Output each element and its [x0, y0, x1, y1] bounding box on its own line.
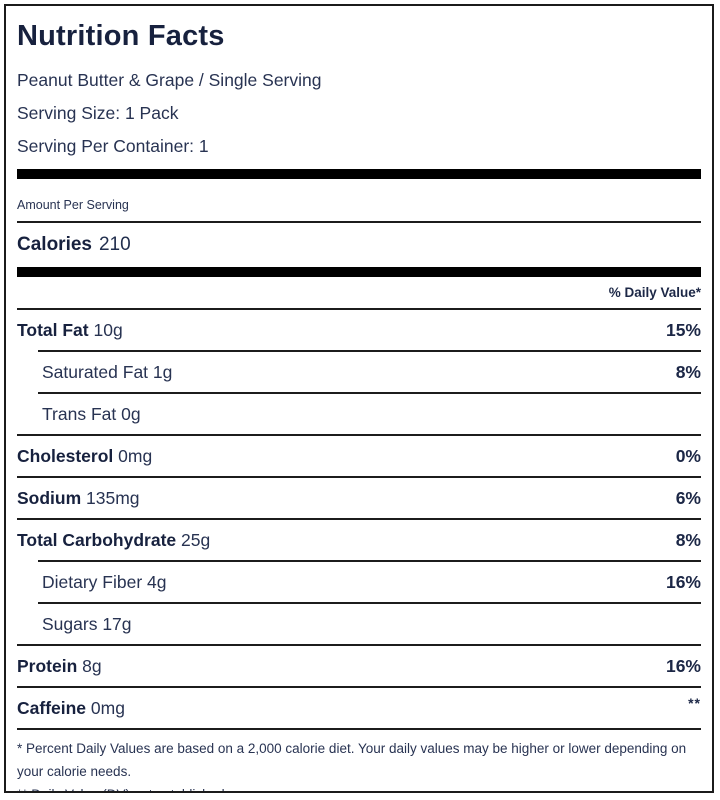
- nutrient-amount: 8g: [77, 655, 102, 676]
- nutrient-amount: 10g: [88, 319, 123, 340]
- serving-size: Serving Size: 1 Pack: [17, 103, 179, 123]
- nutrition-label: Nutrition Facts Peanut Butter & Grape / …: [4, 4, 714, 793]
- nutrient-name: Saturated Fat: [42, 361, 149, 382]
- nutrient-row: Sugars 17g: [38, 602, 701, 644]
- footnote-line: * Percent Daily Values are based on a 2,…: [17, 741, 687, 779]
- calories-divider-bar: [17, 267, 701, 277]
- nutrient-name: Sodium: [17, 487, 82, 508]
- footnote-line: ** Daily Value (DV) not established: [17, 783, 701, 791]
- nutrient-name: Total Fat: [17, 319, 89, 340]
- product-subtitle: Peanut Butter & Grape / Single Serving: [17, 70, 322, 90]
- footnote-section: * Percent Daily Values are based on a 2,…: [17, 728, 701, 791]
- header-divider-bar: [17, 169, 701, 179]
- nutrient-amount: 17g: [97, 613, 132, 634]
- nutrient-amount: 0mg: [113, 445, 153, 466]
- nutrient-rows: Total Fat 10g 15% Saturated Fat 1g 8% Tr…: [17, 308, 701, 728]
- calories-row: Calories 210: [17, 223, 701, 267]
- nutrient-row: Total Fat 10g 15%: [17, 308, 701, 350]
- nutrient-amount: 1g: [148, 361, 173, 382]
- nutrient-dv: 0%: [675, 445, 701, 466]
- nutrient-amount: 0mg: [86, 697, 125, 718]
- nutrient-name: Cholesterol: [17, 445, 114, 466]
- nutrient-row: Sodium 135mg 6%: [17, 476, 701, 518]
- amount-per-serving-label: Amount Per Serving: [17, 198, 129, 212]
- nutrient-dv: 6%: [675, 487, 701, 508]
- calories-value: 210: [98, 234, 131, 255]
- nutrient-row: Saturated Fat 1g 8%: [38, 350, 701, 392]
- nutrient-dv: 8%: [675, 529, 701, 550]
- nutrient-dv: 8%: [675, 361, 701, 382]
- nutrient-name: Sugars: [42, 613, 98, 634]
- calories-label: Calories: [17, 234, 92, 255]
- nutrient-name: Trans Fat: [42, 403, 117, 424]
- nutrient-name: Protein: [17, 655, 78, 676]
- nutrient-amount: 135mg: [81, 487, 140, 508]
- nutrient-dv: 16%: [665, 571, 701, 592]
- label-title: Nutrition Facts: [17, 20, 225, 52]
- daily-value-header: % Daily Value*: [608, 285, 701, 300]
- nutrient-name: Dietary Fiber: [42, 571, 143, 592]
- nutrient-row: Trans Fat 0g: [38, 392, 701, 434]
- nutrient-dv: 16%: [665, 655, 701, 676]
- nutrient-row: Caffeine 0mg **: [17, 686, 701, 728]
- nutrient-amount: 25g: [176, 529, 211, 550]
- nutrient-amount: 0g: [116, 403, 141, 424]
- nutrient-name: Caffeine: [17, 697, 87, 718]
- nutrient-dv: **: [688, 695, 701, 711]
- nutrient-row: Cholesterol 0mg 0%: [17, 434, 701, 476]
- nutrient-row: Total Carbohydrate 25g 8%: [17, 518, 701, 560]
- nutrient-row: Dietary Fiber 4g 16%: [38, 560, 701, 602]
- nutrient-dv: 15%: [665, 319, 701, 340]
- nutrient-amount: 4g: [142, 571, 167, 592]
- amount-per-serving-rule: [17, 221, 701, 223]
- nutrient-row: Protein 8g 16%: [17, 644, 701, 686]
- servings-per-container: Serving Per Container: 1: [17, 136, 209, 156]
- nutrient-name: Total Carbohydrate: [17, 529, 177, 550]
